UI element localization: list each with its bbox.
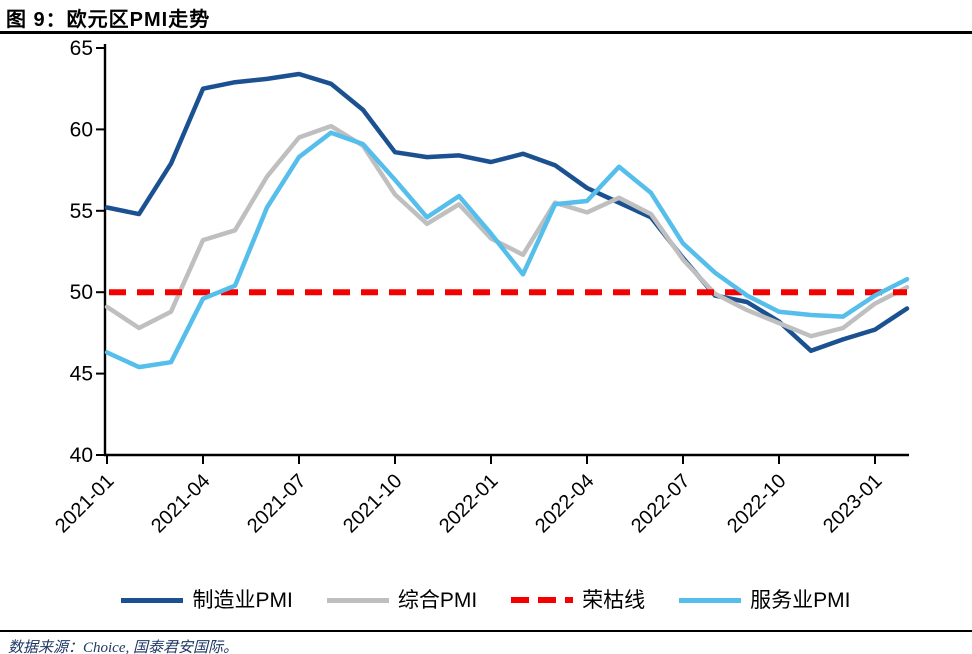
y-tick-label: 50 (70, 281, 93, 304)
x-tick-label: 2021-01 (51, 470, 118, 537)
manufacturing-pmi-line (104, 71, 910, 354)
footer-rule (0, 630, 972, 632)
y-tick-label: 40 (70, 444, 93, 467)
legend-item-composite-pmi: 综合PMI (326, 588, 478, 612)
legend-line-sample-icon (326, 597, 389, 603)
x-tick-label: 2021-07 (243, 470, 310, 537)
y-tick-label: 65 (70, 37, 93, 60)
legend-line-sample-icon (679, 597, 742, 603)
legend-item-services-pmi: 服务业PMI (679, 588, 851, 612)
y-tick-label: 60 (70, 118, 93, 141)
y-tick-label: 45 (70, 363, 93, 386)
legend-label: 综合PMI (397, 588, 478, 612)
legend-line-sample-icon (511, 597, 574, 603)
x-tick-label: 2022-01 (435, 470, 502, 537)
x-tick-label: 2022-10 (723, 470, 790, 537)
x-tick-label: 2022-07 (627, 470, 694, 537)
legend-item-boom-bust-line: 荣枯线 (511, 590, 645, 611)
legend-line-sample-icon (121, 597, 184, 603)
figure-title: 图 9：欧元区PMI走势 (6, 9, 211, 31)
legend-label: 服务业PMI (750, 588, 851, 612)
legend-item-manufacturing-pmi: 制造业PMI (121, 588, 293, 612)
x-tick-label: 2022-04 (531, 470, 598, 537)
x-tick-label: 2023-01 (819, 470, 886, 537)
services-pmi-line (104, 130, 910, 370)
composite-pmi-line (104, 123, 910, 339)
title-rule (0, 31, 972, 34)
legend-label: 制造业PMI (192, 588, 293, 612)
axis-lines (103, 44, 909, 457)
x-tick-label: 2021-10 (339, 470, 406, 537)
data-source-note: 数据来源：Choice, 国泰君安国际。 (8, 640, 238, 654)
legend-label: 荣枯线 (582, 588, 646, 612)
x-tick-label: 2021-04 (147, 470, 214, 537)
y-tick-label: 55 (70, 200, 93, 223)
chart-legend: 制造业PMI 综合PMI 荣枯线 服务业PMI (0, 584, 972, 616)
pmi-line-chart: 40 45 50 55 60 65 2021-01 2021-04 2021-07 2021-10… (51, 37, 910, 537)
